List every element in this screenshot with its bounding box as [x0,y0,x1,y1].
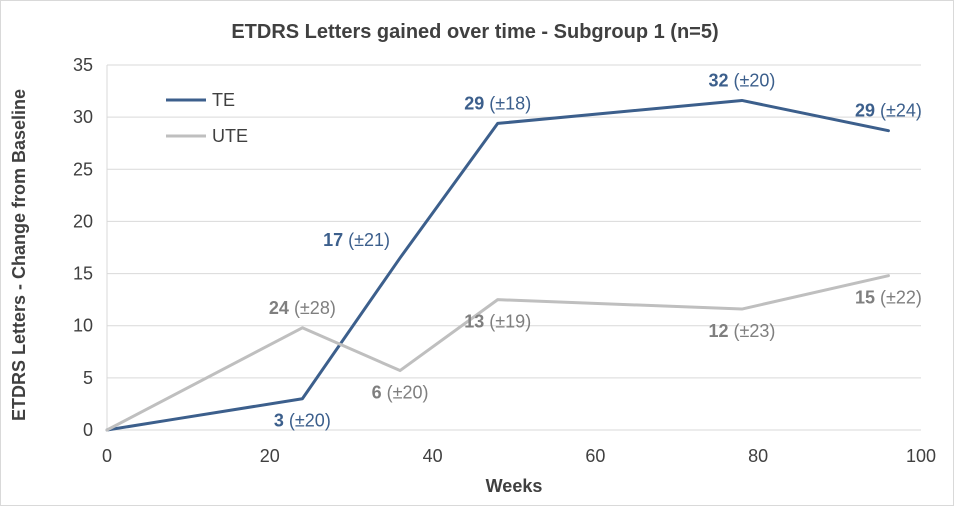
data-label-sd: (±20) [387,383,429,403]
axes: 0 5 10 15 20 25 30 35 0 20 40 60 80 100 [73,55,936,466]
x-tick-label: 100 [906,446,936,466]
series-layer [105,98,890,432]
legend-label-te: TE [212,90,235,110]
data-label: 15 (±22) [855,288,922,308]
data-label-value: 29 [855,101,875,121]
data-label-sd: (±18) [489,93,531,113]
x-axis-title: Weeks [486,476,543,496]
y-tick-label: 0 [83,420,93,440]
data-label-sd: (±19) [489,312,531,332]
chart-title: ETDRS Letters gained over time - Subgrou… [231,21,718,43]
data-label-sd: (±21) [348,230,390,250]
y-tick-label: 15 [73,264,93,284]
data-label-sd: (±28) [294,298,336,318]
y-tick-label: 35 [73,55,93,75]
series-line-te [105,98,890,432]
data-label-value: 13 [464,312,484,332]
x-tick-label: 40 [423,446,443,466]
data-label: 29 (±24) [855,101,922,121]
y-tick-label: 5 [83,368,93,388]
data-label: 32 (±20) [708,70,775,90]
gridlines [107,64,921,379]
series-line-ute [105,274,890,432]
data-label-value: 12 [708,321,728,341]
data-label-value: 24 [269,298,289,318]
y-tick-label: 20 [73,211,93,231]
data-label: 29 (±18) [464,93,531,113]
data-label: 17 (±21) [323,230,390,250]
data-label: 12 (±23) [708,321,775,341]
x-tick-label: 60 [585,446,605,466]
legend: TE UTE [166,90,248,146]
data-label: 3 (±20) [274,411,331,431]
y-tick-label: 10 [73,316,93,336]
data-label-sd: (±20) [289,411,331,431]
y-tick-label: 30 [73,107,93,127]
data-label: 24 (±28) [269,298,336,318]
data-label-value: 3 [274,411,284,431]
data-label-sd: (±24) [880,101,922,121]
data-label-value: 32 [708,70,728,90]
data-label: 13 (±19) [464,312,531,332]
data-label-value: 17 [323,230,343,250]
data-label-sd: (±22) [880,288,922,308]
x-tick-label: 80 [748,446,768,466]
data-label-value: 15 [855,288,875,308]
x-tick-label: 20 [260,446,280,466]
data-label-value: 6 [372,383,382,403]
data-label-value: 29 [464,93,484,113]
data-label: 6 (±20) [372,383,429,403]
y-axis-title: ETDRS Letters - Change from Baseline [9,89,29,421]
data-label-sd: (±23) [733,321,775,341]
x-tick-label: 0 [102,446,112,466]
legend-label-ute: UTE [212,126,248,146]
data-labels: 3 (±20)17 (±21)29 (±18)32 (±20)29 (±24)2… [269,70,922,430]
data-label-sd: (±20) [733,70,775,90]
y-tick-label: 25 [73,159,93,179]
